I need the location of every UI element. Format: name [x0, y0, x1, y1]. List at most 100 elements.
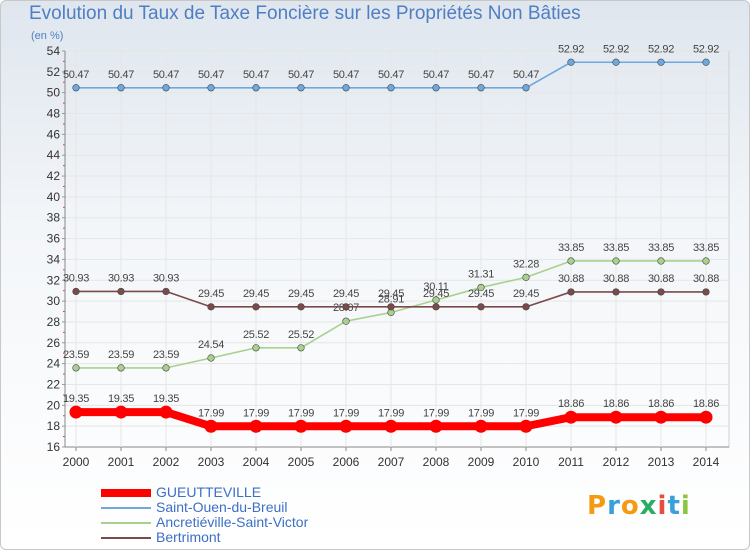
data-point: [252, 344, 260, 352]
y-tick-label: 50: [47, 86, 61, 100]
x-tick-label: 2012: [603, 455, 630, 469]
data-point: [477, 303, 485, 311]
data-label: 33.85: [693, 242, 719, 254]
y-tick-label: 30: [47, 294, 61, 308]
data-point: [114, 405, 128, 419]
data-point: [387, 84, 395, 92]
data-label: 29.45: [378, 288, 404, 300]
data-label: 50.47: [153, 69, 179, 81]
data-point: [204, 419, 218, 433]
data-point: [432, 303, 440, 311]
data-label: 17.99: [333, 407, 359, 419]
data-label: 23.59: [63, 349, 89, 361]
data-label: 50.47: [513, 69, 539, 81]
data-label: 30.88: [648, 273, 674, 285]
data-point: [609, 410, 623, 424]
data-label: 19.35: [108, 393, 134, 405]
series-saint-ouen-du-breuil: 50.47 50.47 50.47 50.47 50.47 50.47 50.47 50.47…: [63, 43, 719, 92]
legend-item: Bertrimont: [101, 530, 401, 545]
data-label: 19.35: [153, 393, 179, 405]
legend-item: GUEUTTEVILLE: [101, 485, 401, 500]
data-label: 31.31: [468, 268, 494, 280]
data-label: 50.47: [243, 69, 269, 81]
y-tick-label: 26: [47, 336, 61, 350]
data-label: 32.28: [513, 258, 539, 270]
logo-letter: P: [587, 491, 608, 521]
data-label: 50.47: [108, 69, 134, 81]
y-axis-unit: (en %): [31, 30, 64, 42]
data-point: [432, 84, 440, 92]
data-label: 52.92: [558, 43, 584, 55]
data-label: 52.92: [693, 43, 719, 55]
data-label: 18.86: [558, 398, 584, 410]
plot-area: [64, 50, 730, 448]
data-point: [387, 303, 395, 311]
logo-letter: t: [667, 491, 681, 521]
y-tick-label: 40: [47, 190, 61, 204]
y-tick-label: 16: [47, 440, 61, 454]
data-point: [612, 58, 620, 66]
data-point: [429, 419, 443, 433]
data-point: [159, 405, 173, 419]
x-tick-label: 2010: [513, 455, 540, 469]
data-point: [567, 58, 575, 66]
data-point: [297, 84, 305, 92]
logo-letter: i: [680, 491, 691, 521]
data-point: [252, 84, 260, 92]
data-label: 33.85: [558, 242, 584, 254]
data-point: [117, 287, 125, 296]
data-label: 18.86: [693, 398, 719, 410]
data-point: [477, 283, 485, 292]
y-tick-label: 36: [47, 232, 61, 246]
data-point: [69, 405, 83, 419]
legend-swatch: [101, 489, 151, 497]
data-label: 30.88: [693, 273, 719, 285]
y-tick-label: 46: [47, 127, 61, 141]
legend-label: Bertrimont: [156, 529, 221, 545]
x-tick-label: 2004: [243, 455, 270, 469]
x-tick-label: 2009: [468, 455, 495, 469]
data-point: [564, 410, 578, 424]
proxiti-logo: Proxiti: [587, 491, 691, 521]
data-point: [117, 84, 125, 92]
data-point: [117, 364, 125, 372]
y-tick-label: 22: [47, 377, 61, 391]
data-point: [249, 419, 263, 433]
data-point: [699, 410, 713, 424]
logo-letter: o: [620, 491, 640, 521]
y-tick-label: 42: [47, 169, 61, 183]
data-point: [522, 84, 530, 92]
x-tick-label: 2006: [333, 455, 360, 469]
data-point: [72, 84, 80, 92]
data-label: 19.35: [63, 393, 89, 405]
data-label: 29.45: [243, 288, 269, 300]
legend-item: Ancretiéville-Saint-Victor: [101, 515, 401, 530]
x-tick-label: 2001: [108, 455, 135, 469]
data-point: [162, 364, 170, 372]
data-point: [612, 288, 620, 296]
x-tick-label: 2007: [378, 455, 405, 469]
data-point: [702, 288, 710, 296]
y-tick-label: 34: [47, 252, 61, 266]
data-label: 23.59: [153, 349, 179, 361]
line-chart: 16 18 20 22 24 26 28 30 32 34 36 38 40 42 44 46 48 50 52 54…: [47, 43, 730, 469]
data-point: [519, 419, 533, 433]
data-point: [207, 354, 215, 362]
data-point: [522, 303, 530, 311]
data-label: 17.99: [468, 407, 494, 419]
y-tick-label: 52: [47, 65, 61, 79]
data-label: 30.11: [423, 281, 448, 293]
x-tick-label: 2014: [693, 455, 720, 469]
data-label: 17.99: [423, 407, 449, 419]
data-label: 29.45: [198, 288, 224, 300]
data-label: 52.92: [603, 43, 629, 55]
data-label: 50.47: [378, 69, 404, 81]
legend-item: Saint-Ouen-du-Breuil: [101, 500, 401, 515]
chart-title: Evolution du Taux de Taxe Foncière sur l…: [29, 3, 581, 24]
x-tick-label: 2002: [153, 455, 180, 469]
data-point: [294, 419, 308, 433]
x-tick-label: 2000: [63, 455, 90, 469]
logo-letter: i: [657, 491, 668, 521]
legend-label: Ancretiéville-Saint-Victor: [156, 514, 309, 530]
data-label: 30.88: [558, 273, 584, 285]
